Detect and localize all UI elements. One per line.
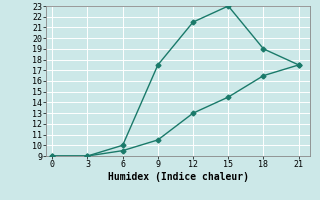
X-axis label: Humidex (Indice chaleur): Humidex (Indice chaleur) [108,172,249,182]
